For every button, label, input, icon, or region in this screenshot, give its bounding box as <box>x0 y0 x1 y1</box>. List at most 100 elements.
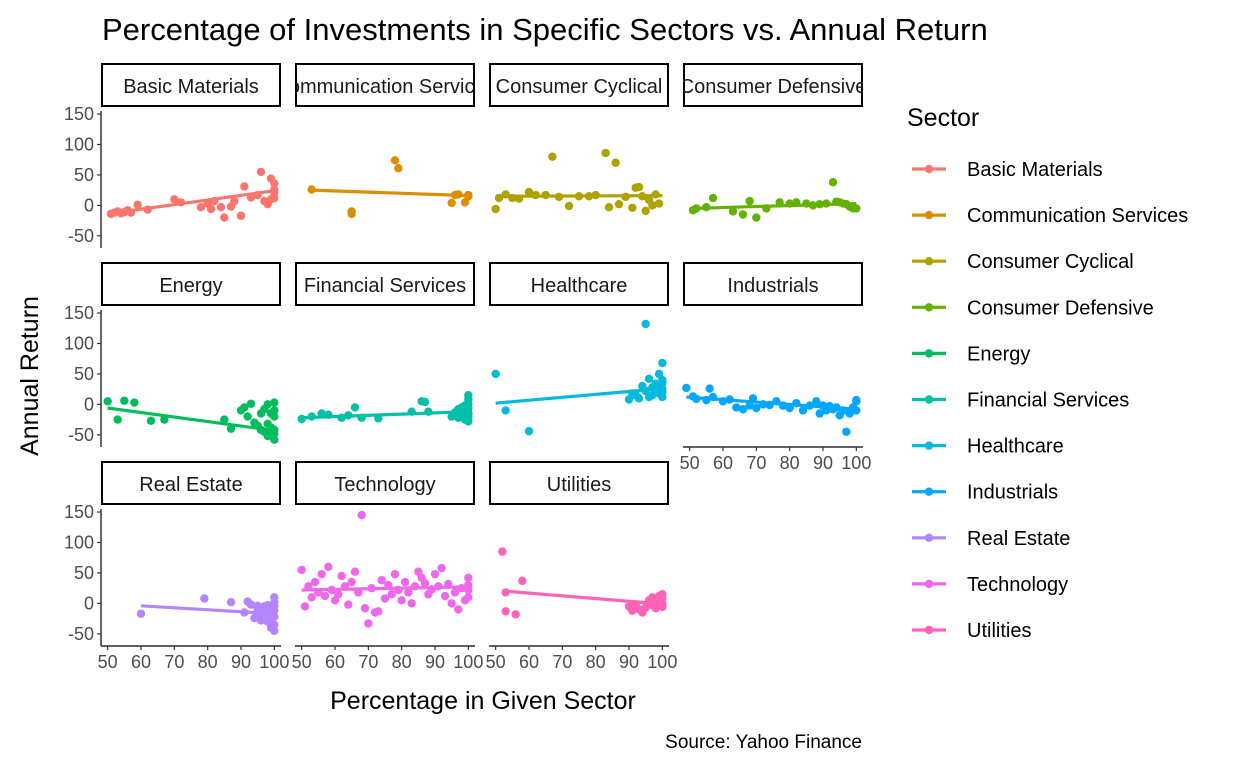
data-point <box>654 199 664 208</box>
legend: Sector Basic Materials Communication Serv… <box>907 104 1188 642</box>
data-point <box>103 397 112 406</box>
data-point <box>310 577 320 587</box>
data-point <box>447 599 456 608</box>
data-point <box>524 426 534 436</box>
data-point <box>334 590 343 599</box>
x-tick-label: 60 <box>131 652 151 672</box>
data-point <box>634 182 644 192</box>
x-tick-label: 100 <box>841 453 871 473</box>
data-point <box>842 427 851 436</box>
x-tick-label: 100 <box>647 652 677 672</box>
data-point <box>641 319 650 329</box>
facet-panel-utilities: Utilities 50 60 70 80 90 100 <box>486 461 677 672</box>
data-point <box>324 562 333 572</box>
y-tick-label: 50 <box>74 165 94 185</box>
strip-label: Consumer Defensive <box>680 76 867 98</box>
data-point <box>745 196 754 206</box>
data-point <box>407 599 416 608</box>
data-point <box>464 417 473 426</box>
data-point <box>170 195 179 204</box>
x-tick-label: 60 <box>325 652 345 672</box>
data-point <box>380 594 390 603</box>
data-point <box>226 597 236 607</box>
data-point <box>347 209 356 219</box>
y-axis-title: Annual Return <box>16 296 44 456</box>
legend-item-utilities: Utilities <box>912 620 1031 642</box>
legend-label: Utilities <box>967 620 1031 642</box>
data-point <box>501 406 510 415</box>
x-tick-label: 70 <box>746 453 766 473</box>
data-point <box>390 156 400 165</box>
x-tick-label: 90 <box>231 652 251 672</box>
legend-label: Financial Services <box>967 390 1129 412</box>
data-point <box>464 593 473 602</box>
facet-panel-basic-materials: Basic Materials -50 0 50 100 150 <box>64 63 281 248</box>
data-point <box>297 565 306 575</box>
data-point <box>454 605 463 614</box>
strip-label: Financial Services <box>304 275 466 297</box>
data-point <box>752 213 761 222</box>
x-tick-label: 100 <box>453 652 483 672</box>
strip-box <box>295 262 475 306</box>
data-point <box>360 604 370 613</box>
data-point <box>230 196 239 206</box>
strip-box <box>101 63 281 107</box>
x-tick-label: 50 <box>680 453 700 473</box>
strip-box <box>683 63 863 107</box>
strip-box <box>489 461 669 505</box>
data-point <box>397 596 406 605</box>
data-point <box>246 399 256 408</box>
legend-item-financial-services: Financial Services <box>912 390 1129 412</box>
data-point <box>133 200 142 209</box>
facet-panel-healthcare: Healthcare <box>489 262 669 436</box>
data-point <box>113 415 122 424</box>
trend-line <box>301 585 469 592</box>
strip-label: Real Estate <box>139 474 242 496</box>
data-point <box>236 211 246 220</box>
data-point <box>270 620 279 629</box>
data-point <box>491 204 500 214</box>
data-point <box>344 600 353 609</box>
legend-label: Technology <box>967 574 1068 596</box>
data-point <box>390 569 400 579</box>
data-point <box>250 613 259 623</box>
x-tick-label: 90 <box>619 652 639 672</box>
trend-line <box>495 194 663 198</box>
legend-key-point <box>924 210 934 220</box>
data-point <box>464 573 473 583</box>
data-point <box>511 610 520 619</box>
legend-label: Basic Materials <box>967 159 1103 181</box>
x-tick-label: 90 <box>425 652 445 672</box>
data-point <box>196 203 206 212</box>
facet-panel-technology: Technology 50 60 70 80 90 100 <box>292 461 483 672</box>
data-point <box>648 201 657 210</box>
data-point <box>270 412 279 421</box>
x-tick-label: 60 <box>713 453 733 473</box>
legend-item-industrials: Industrials <box>912 482 1058 504</box>
data-point <box>240 182 249 191</box>
data-point <box>644 374 654 384</box>
legend-key-point <box>924 257 934 266</box>
legend-item-consumer-defensive: Consumer Defensive <box>912 297 1154 319</box>
data-point <box>307 593 316 602</box>
data-point <box>350 403 360 412</box>
data-point <box>130 398 139 407</box>
data-point <box>651 604 660 613</box>
y-tick-label: 0 <box>84 195 94 215</box>
data-point <box>752 403 761 413</box>
y-tick-label: 150 <box>64 104 94 124</box>
data-point <box>377 576 386 585</box>
legend-item-energy: Energy <box>912 343 1030 365</box>
y-tick-label: -50 <box>68 624 94 644</box>
data-point <box>852 397 861 406</box>
facet-panel-consumer-cyclical: Consumer Cyclical <box>489 63 669 216</box>
data-point <box>240 403 249 412</box>
data-point <box>815 409 824 418</box>
legend-label: Industrials <box>967 482 1058 504</box>
data-point <box>120 396 129 405</box>
data-point <box>350 567 360 576</box>
trend-line <box>505 589 663 606</box>
data-point <box>634 394 644 403</box>
facet-panel-real-estate: Real Estate -50 0 50 100 150 50 60 70 80 90 100 <box>64 461 289 672</box>
legend-item-communication-services: Communication Services <box>912 205 1188 227</box>
